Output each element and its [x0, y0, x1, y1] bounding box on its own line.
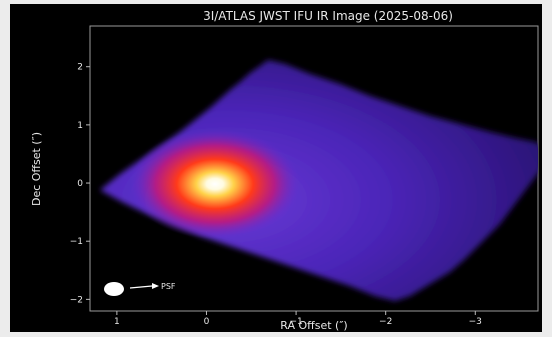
- psf-marker-icon: [104, 282, 124, 296]
- ifu-image-figure: 1 0 −1 −2 −3 −2 −1 0 1 2 PSF 3I/ATLAS JWST IFU I…: [10, 4, 542, 332]
- image-canvas: 1 0 −1 −2 −3 −2 −1 0 1 2 PSF 3I/ATLAS JWST IFU I…: [30, 9, 539, 332]
- y-tick-label: 1: [77, 121, 83, 131]
- x-ticks: 1 0 −1 −2 −3: [114, 311, 482, 327]
- psf-arrow-icon: [129, 285, 153, 289]
- x-tick-label: 0: [204, 317, 210, 327]
- ifu-field-footprint: [100, 60, 538, 301]
- x-tick-label: 1: [114, 317, 120, 327]
- y-tick-label: 2: [77, 63, 83, 73]
- source-core-glow: [130, 129, 300, 239]
- y-ticks: −2 −1 0 1 2: [70, 63, 90, 305]
- figure-title: 3I/ATLAS JWST IFU IR Image (2025-08-06): [203, 9, 453, 23]
- x-tick-label: −2: [379, 317, 392, 327]
- y-tick-label: −1: [70, 237, 83, 247]
- psf-label: PSF: [161, 282, 176, 291]
- y-tick-label: 0: [77, 179, 83, 189]
- x-axis-label: RA Offset (″): [280, 319, 347, 332]
- x-tick-label: −3: [469, 317, 482, 327]
- y-tick-label: −2: [70, 295, 83, 305]
- psf-arrowhead-icon: [152, 283, 159, 289]
- x-tick-label: −1: [289, 317, 302, 327]
- y-axis-label: Dec Offset (″): [30, 132, 43, 206]
